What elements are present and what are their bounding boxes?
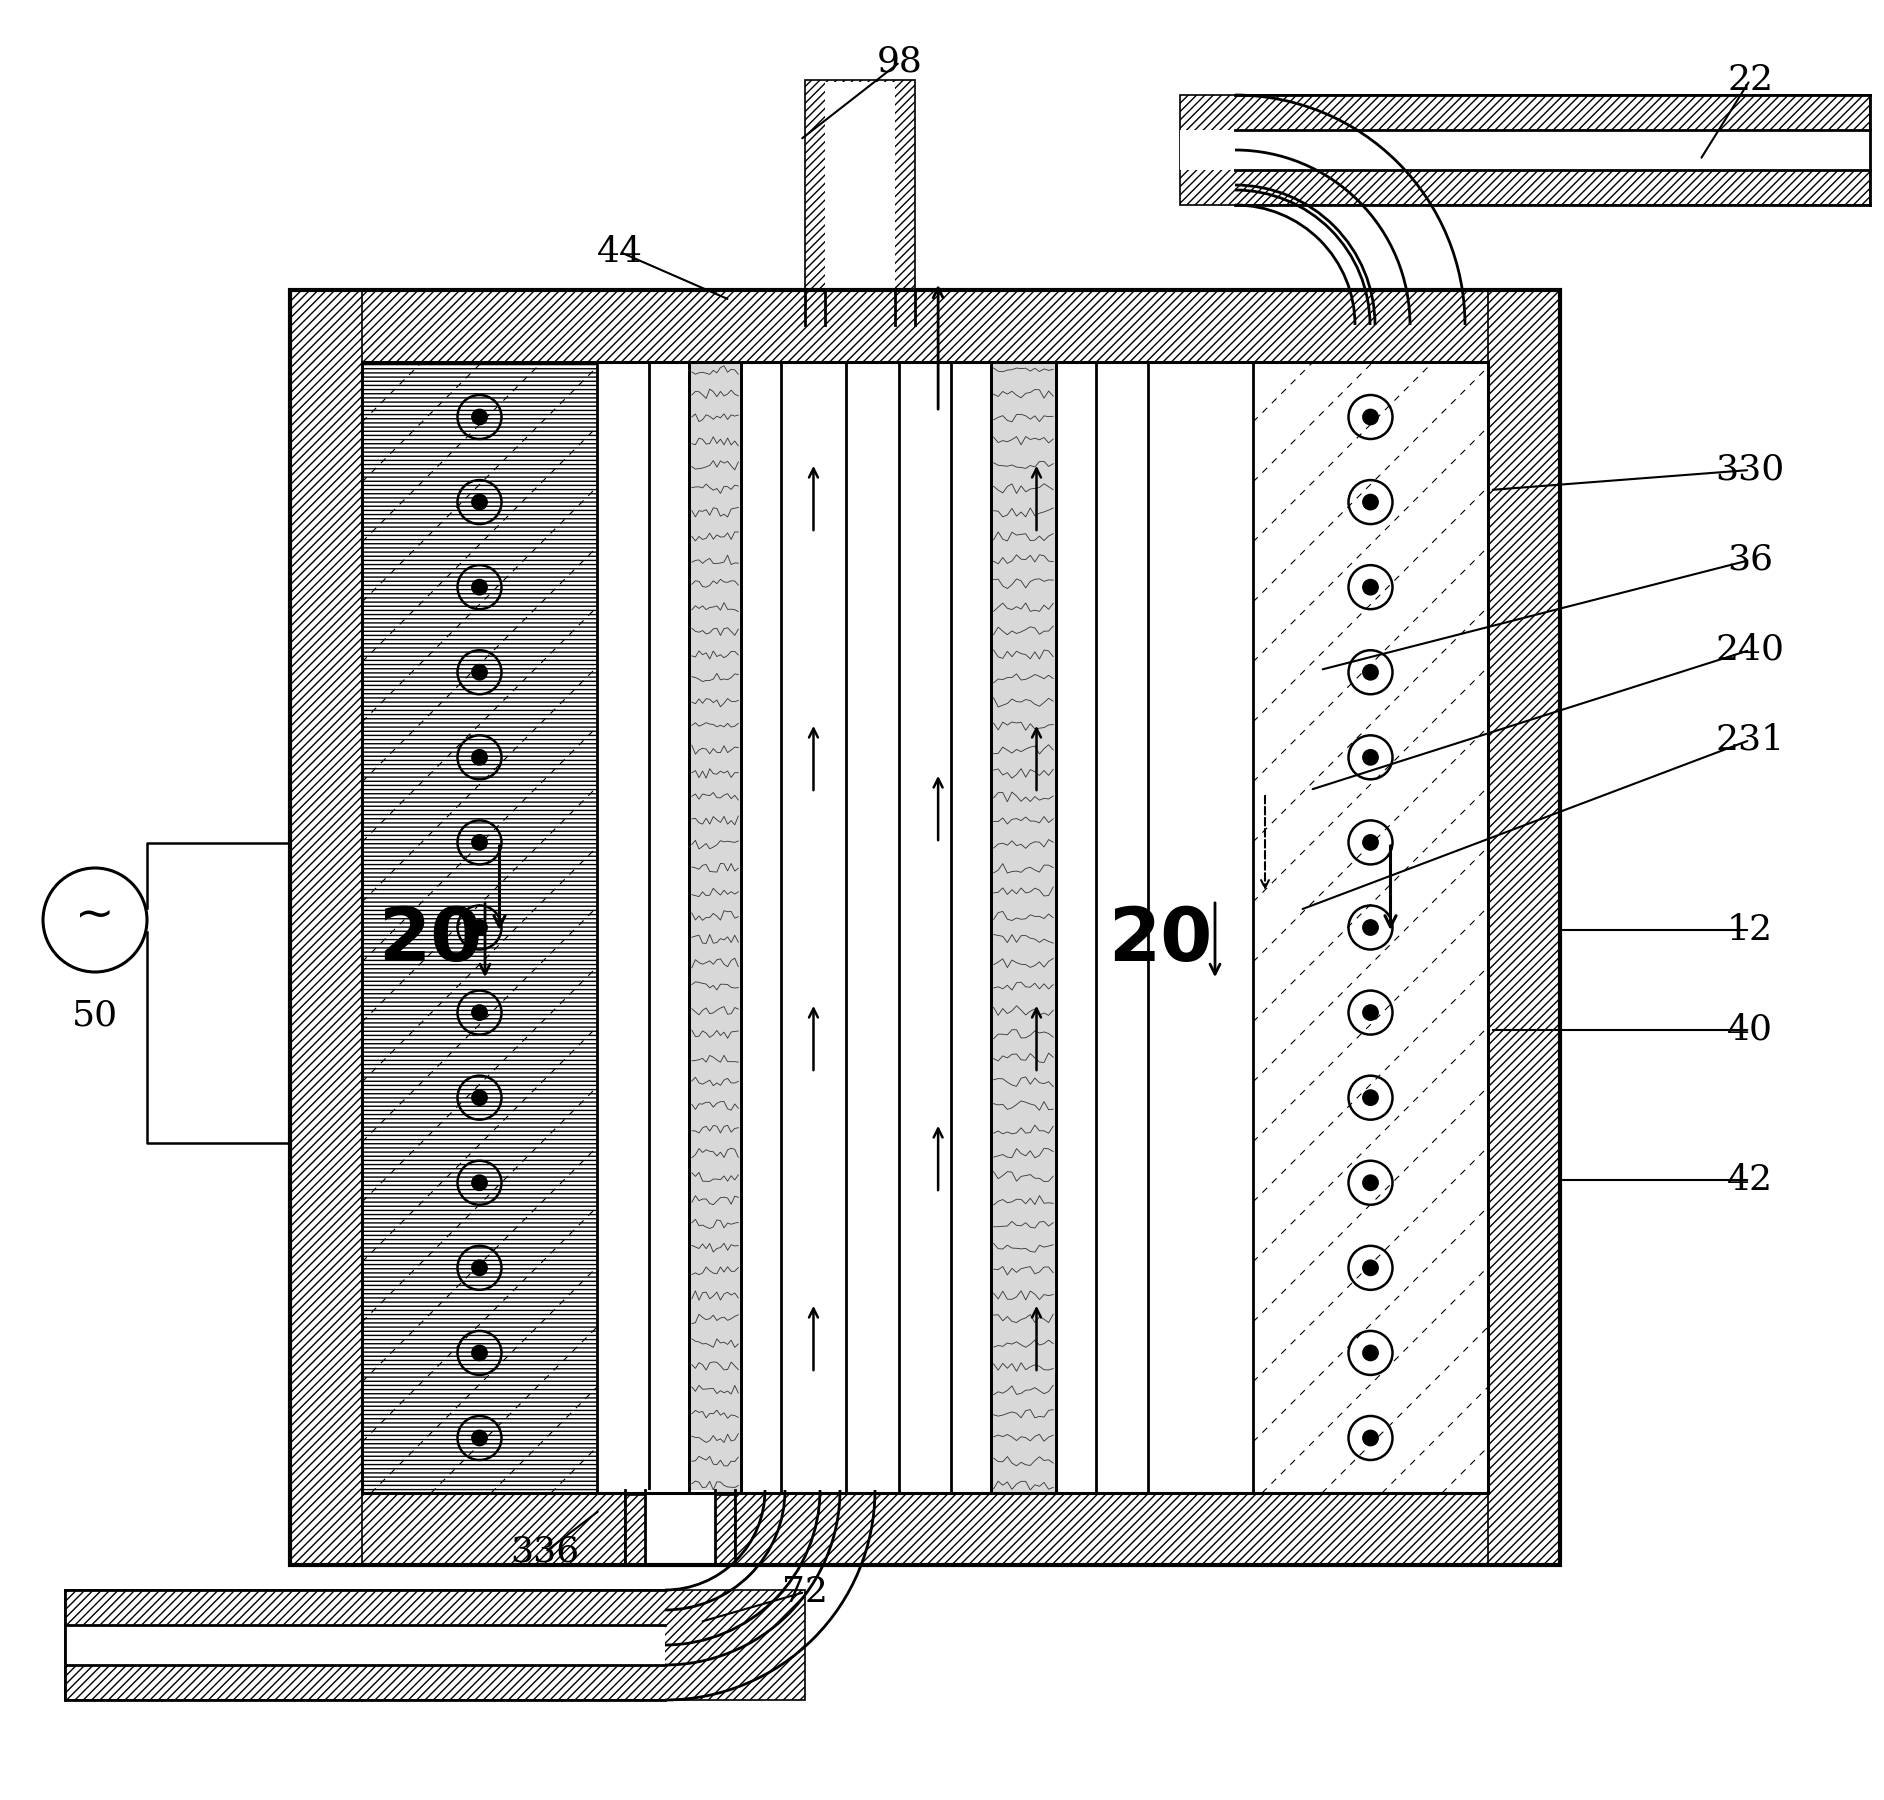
- Bar: [644, 1490, 716, 1564]
- Bar: [362, 362, 1488, 1492]
- Text: 36: 36: [1728, 544, 1773, 578]
- Circle shape: [471, 1345, 488, 1361]
- Text: 20: 20: [379, 904, 482, 976]
- Text: 330: 330: [1714, 454, 1784, 488]
- Text: 336: 336: [511, 1535, 580, 1570]
- Circle shape: [1362, 495, 1379, 509]
- Circle shape: [1362, 1091, 1379, 1105]
- Circle shape: [471, 749, 488, 765]
- Bar: [362, 362, 597, 1492]
- Text: 44: 44: [597, 236, 642, 268]
- Bar: [1488, 290, 1560, 1564]
- Text: 72: 72: [782, 1575, 827, 1609]
- Text: 98: 98: [878, 45, 923, 79]
- Text: 12: 12: [1728, 913, 1773, 947]
- Circle shape: [1362, 1004, 1379, 1021]
- Bar: [1179, 95, 1871, 205]
- Text: ~: ~: [75, 893, 115, 938]
- Circle shape: [471, 835, 488, 850]
- Circle shape: [1362, 580, 1379, 594]
- Bar: [290, 290, 1560, 1564]
- Circle shape: [1362, 1175, 1379, 1190]
- Bar: [625, 1496, 735, 1564]
- Bar: [991, 362, 1057, 1492]
- Text: 42: 42: [1728, 1163, 1773, 1197]
- Bar: [825, 83, 895, 292]
- Bar: [290, 1492, 1560, 1564]
- Bar: [290, 290, 1560, 362]
- Bar: [597, 362, 1253, 1492]
- Circle shape: [1362, 1431, 1379, 1445]
- Bar: [290, 290, 362, 1564]
- Bar: [290, 290, 1560, 1564]
- Circle shape: [471, 664, 488, 680]
- Circle shape: [471, 1175, 488, 1190]
- Text: 40: 40: [1728, 1013, 1773, 1048]
- Circle shape: [1362, 409, 1379, 425]
- Text: 22: 22: [1728, 63, 1773, 97]
- Bar: [690, 362, 740, 1492]
- Text: 231: 231: [1716, 724, 1784, 758]
- Bar: [362, 362, 1488, 1492]
- Bar: [66, 1589, 804, 1699]
- Circle shape: [471, 1004, 488, 1021]
- Bar: [1179, 130, 1871, 169]
- Circle shape: [471, 495, 488, 509]
- Circle shape: [471, 1260, 488, 1276]
- Circle shape: [1362, 749, 1379, 765]
- Circle shape: [1362, 920, 1379, 936]
- Bar: [66, 1625, 665, 1665]
- Text: 50: 50: [72, 997, 119, 1031]
- Bar: [804, 79, 916, 290]
- Circle shape: [471, 409, 488, 425]
- Circle shape: [1362, 1345, 1379, 1361]
- Circle shape: [1362, 835, 1379, 850]
- Circle shape: [471, 920, 488, 936]
- Circle shape: [471, 580, 488, 594]
- Circle shape: [471, 1091, 488, 1105]
- Text: 20: 20: [1108, 904, 1211, 976]
- Circle shape: [471, 1431, 488, 1445]
- Text: 240: 240: [1716, 634, 1784, 668]
- Circle shape: [1362, 1260, 1379, 1276]
- Circle shape: [1362, 664, 1379, 680]
